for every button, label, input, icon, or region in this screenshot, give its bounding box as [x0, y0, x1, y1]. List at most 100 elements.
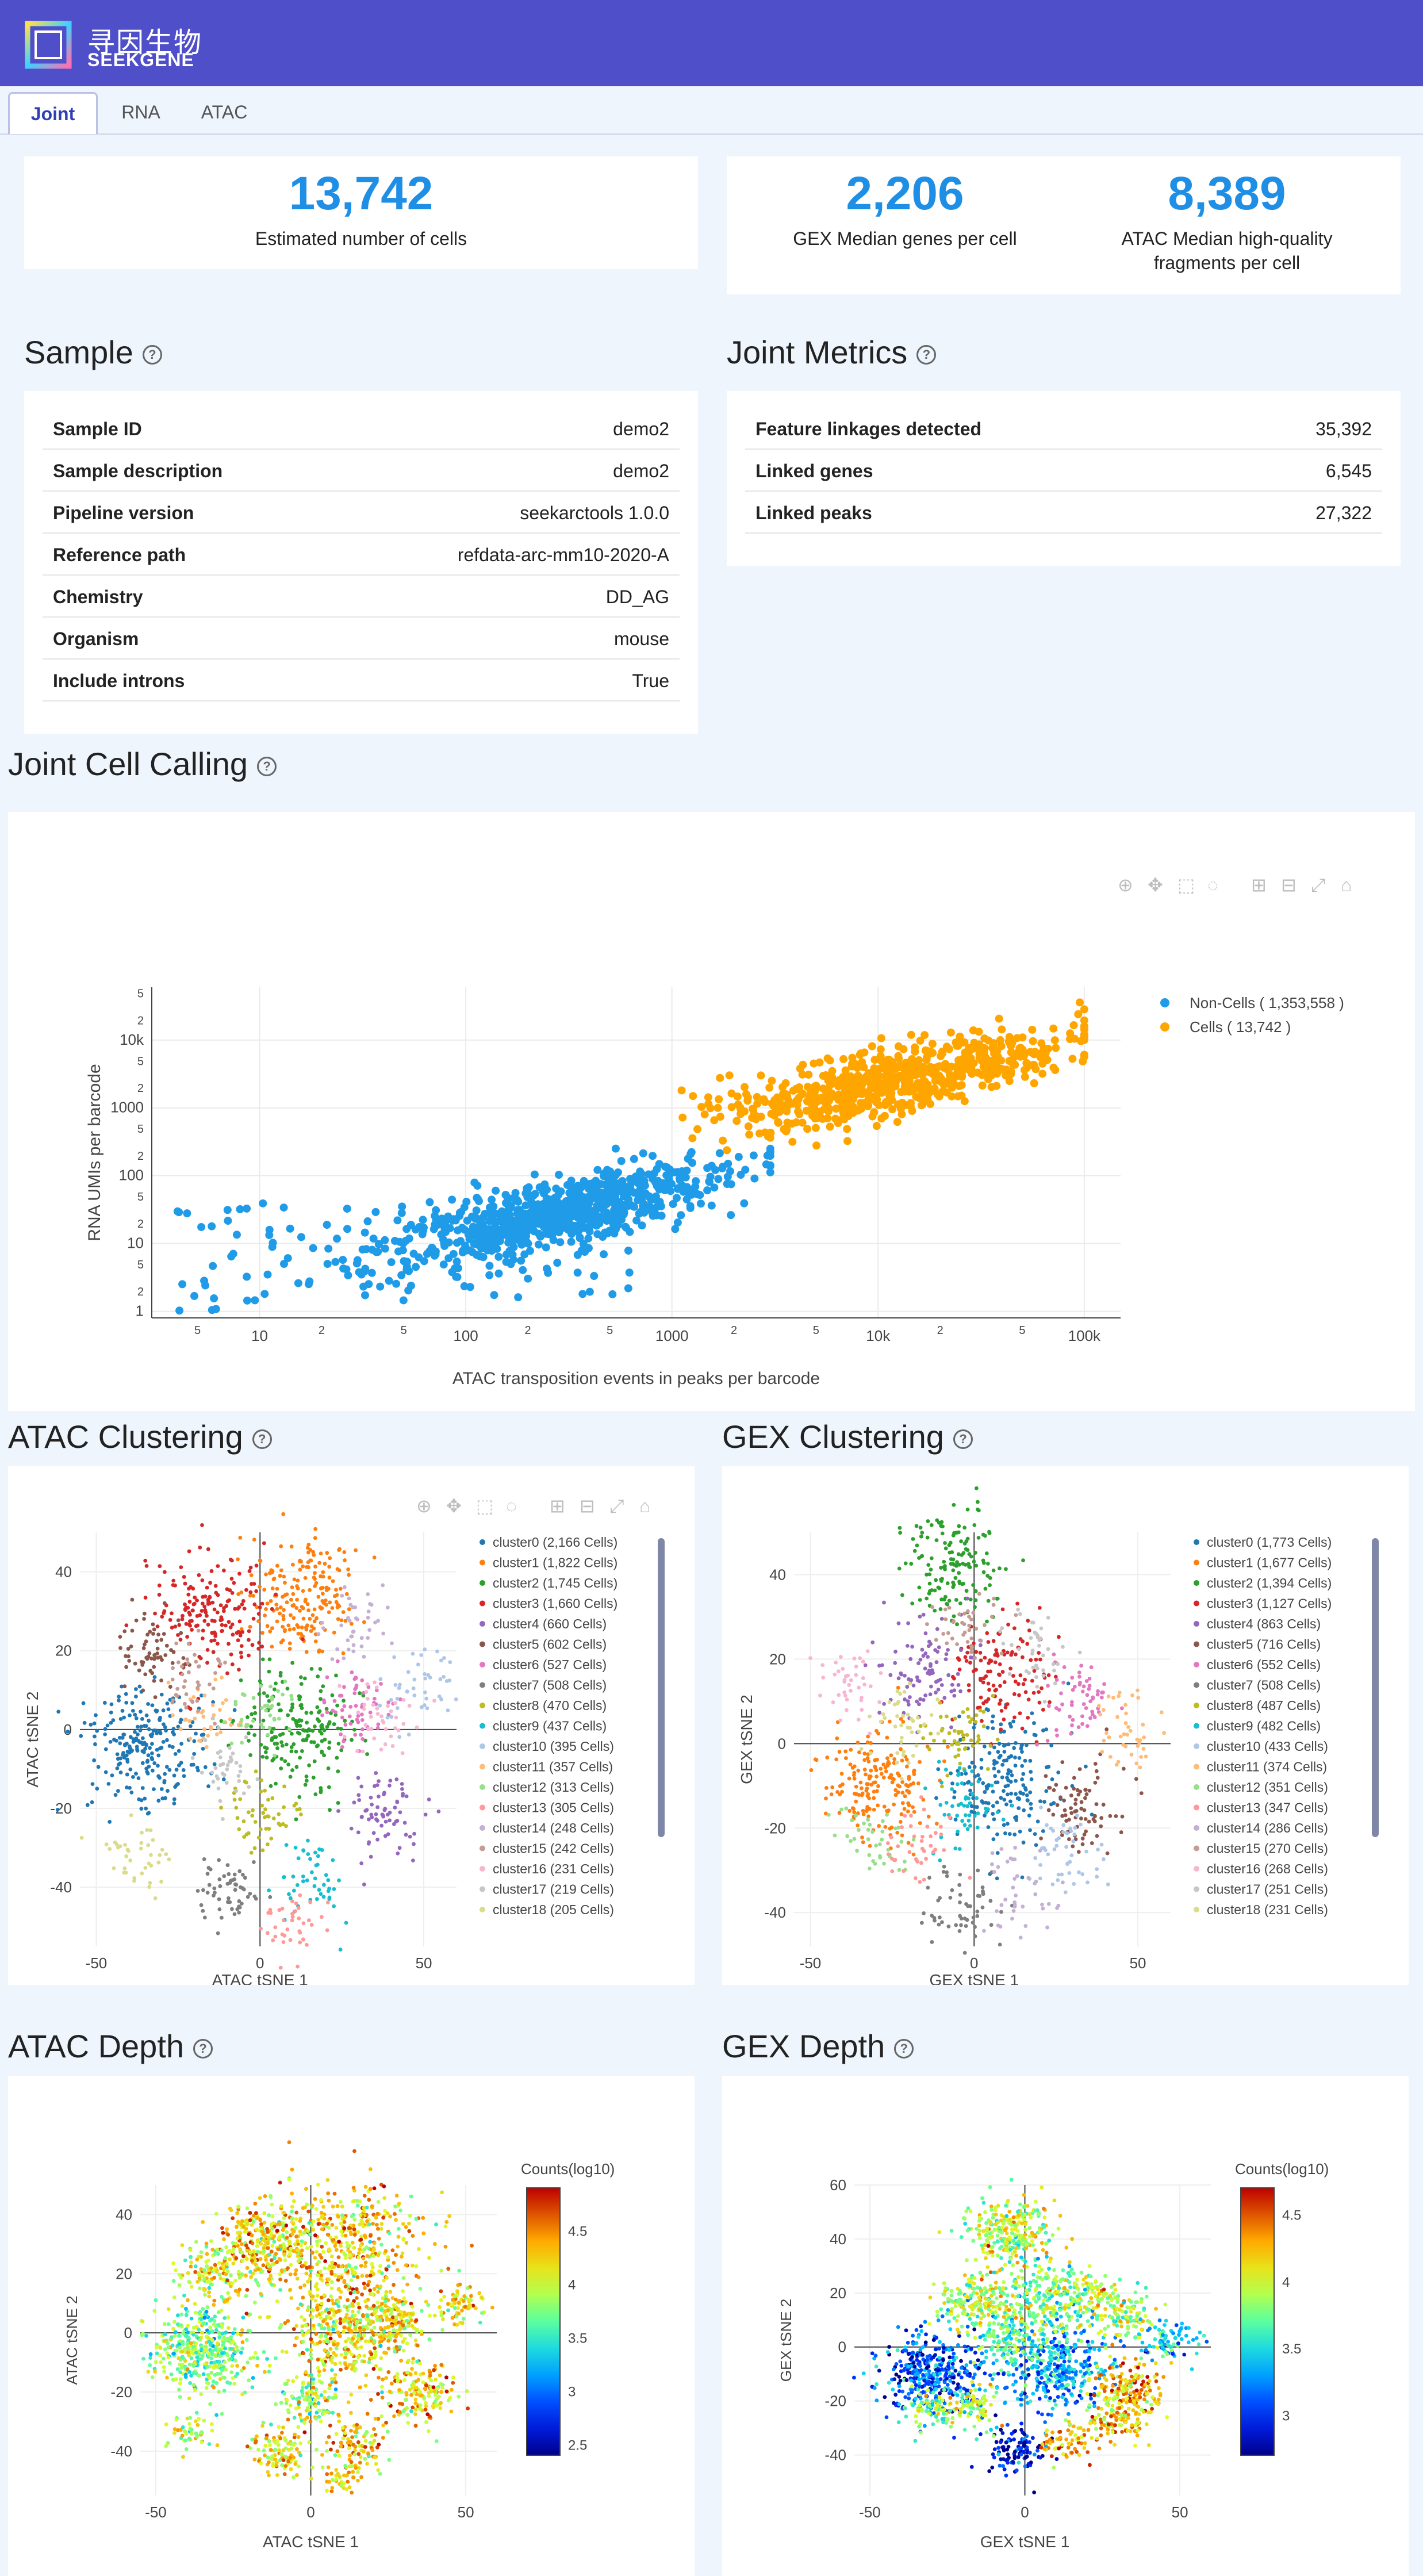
data-point	[216, 1642, 220, 1646]
zoom-out-icon[interactable]: ⊟	[1281, 875, 1297, 895]
data-point	[1027, 1814, 1031, 1818]
data-point	[252, 1733, 257, 1737]
data-point	[157, 1583, 162, 1588]
data-point	[360, 1678, 365, 1682]
data-point	[1051, 1812, 1056, 1817]
data-point	[266, 1732, 270, 1737]
lasso-icon[interactable]: ◌	[1207, 875, 1218, 895]
data-point	[706, 1104, 715, 1113]
x-axis-label: GEX tSNE 1	[929, 1971, 1019, 1985]
legend-scrollbar[interactable]	[1372, 1538, 1379, 1837]
reset-axes-icon[interactable]: ⌂	[1341, 875, 1352, 895]
data-point	[1019, 1746, 1023, 1751]
tab-rna[interactable]: RNA	[121, 102, 160, 122]
data-point	[1054, 1782, 1058, 1787]
data-point	[191, 1762, 195, 1767]
data-point	[370, 1815, 374, 1819]
tab-atac[interactable]: ATAC	[201, 102, 248, 122]
data-point	[271, 1938, 275, 1942]
zoom-icon[interactable]: ⊕	[416, 1496, 432, 1516]
data-point	[707, 1201, 716, 1210]
zoom-in-icon[interactable]: ⊞	[1251, 875, 1267, 895]
joint-cell-calling-chart[interactable]: ⊕ ✥ ⬚ ◌ ⊞ ⊟ ⤢ ⌂5 10 2 5 100 2 5 1000 2 5 10k 2 5 100k1251025…	[8, 812, 1415, 1411]
data-point	[271, 1757, 276, 1761]
data-point	[919, 1839, 924, 1843]
data-point	[969, 1738, 973, 1743]
help-icon[interactable]: ?	[953, 1429, 973, 1450]
data-point	[320, 1915, 324, 1919]
data-point	[279, 1203, 288, 1212]
zoom-out-icon[interactable]: ⊟	[580, 1496, 595, 1516]
legend-label: cluster13 (347 Cells)	[1207, 1800, 1328, 1815]
data-point	[396, 1728, 401, 1732]
data-point	[1098, 1712, 1103, 1717]
data-point	[911, 1754, 915, 1758]
data-point	[302, 1728, 307, 1733]
lasso-icon[interactable]: ◌	[506, 1496, 517, 1516]
data-point	[1063, 1813, 1068, 1818]
data-point	[584, 1205, 592, 1213]
data-point	[374, 1812, 378, 1816]
data-point	[124, 1700, 129, 1705]
data-point	[213, 1671, 217, 1675]
data-point	[1009, 1653, 1014, 1657]
autoscale-icon[interactable]: ⤢	[609, 1496, 624, 1516]
data-point	[1056, 1878, 1060, 1883]
zoom-icon[interactable]: ⊕	[1118, 875, 1133, 895]
legend-scrollbar[interactable]	[658, 1538, 665, 1837]
help-icon[interactable]: ?	[193, 2039, 213, 2059]
autoscale-icon[interactable]: ⤢	[1311, 875, 1326, 895]
data-point	[969, 1650, 973, 1654]
data-point	[986, 1598, 991, 1603]
data-point	[995, 1654, 1000, 1658]
data-point	[1017, 1044, 1025, 1052]
data-point	[273, 1753, 277, 1758]
data-point	[822, 1088, 831, 1097]
data-point	[473, 1194, 481, 1202]
data-point	[153, 1695, 158, 1700]
data-point	[143, 1642, 147, 1647]
data-point	[510, 1235, 519, 1244]
pan-icon[interactable]: ✥	[1148, 875, 1163, 895]
data-point	[209, 1262, 217, 1270]
data-point	[1026, 1619, 1030, 1623]
data-point	[177, 1763, 181, 1768]
data-point	[218, 1755, 223, 1759]
help-icon[interactable]: ?	[252, 1429, 272, 1450]
data-point	[877, 1663, 881, 1668]
data-point	[375, 1726, 380, 1730]
data-point	[1138, 1765, 1142, 1770]
reset-axes-icon[interactable]: ⌂	[639, 1496, 650, 1516]
data-point	[146, 2370, 151, 2374]
data-point	[281, 1613, 286, 1618]
data-point	[208, 1594, 212, 1599]
data-point	[163, 1653, 168, 1657]
help-icon[interactable]: ?	[142, 345, 162, 365]
data-point	[1057, 1708, 1061, 1712]
data-point	[342, 1685, 346, 1689]
pan-icon[interactable]: ✥	[446, 1496, 462, 1516]
tab-joint[interactable]: Joint	[8, 92, 98, 134]
data-point	[727, 1089, 736, 1098]
help-icon[interactable]: ?	[916, 345, 937, 365]
cluster-points	[826, 1806, 916, 1872]
data-point	[192, 1751, 197, 1756]
box-select-icon[interactable]: ⬚	[1177, 875, 1195, 895]
joint-metrics-section-title: Joint Metrics?	[727, 334, 937, 371]
help-icon[interactable]: ?	[257, 757, 277, 777]
data-point	[991, 1789, 995, 1794]
data-point	[939, 1683, 944, 1687]
data-point	[138, 1728, 143, 1732]
box-select-icon[interactable]: ⬚	[476, 1496, 493, 1516]
zoom-in-icon[interactable]: ⊞	[550, 1496, 565, 1516]
data-point	[850, 1818, 854, 1823]
data-point	[973, 1041, 981, 1049]
data-point	[319, 1892, 323, 1896]
data-point	[1042, 1800, 1046, 1804]
data-point	[352, 1691, 357, 1696]
cluster-points	[219, 1657, 369, 1822]
data-point	[926, 1814, 931, 1819]
